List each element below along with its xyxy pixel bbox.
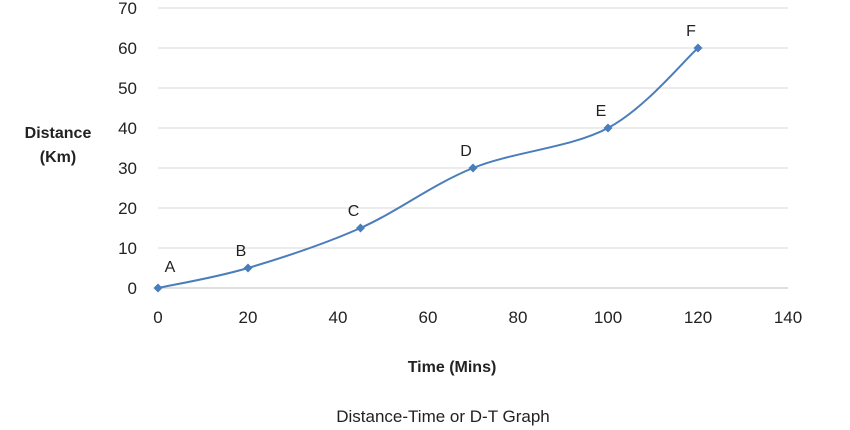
- x-tick-label: 20: [239, 308, 258, 327]
- point-label: D: [460, 143, 472, 160]
- x-tick-label: 80: [509, 308, 528, 327]
- y-tick-labels: 0 10 20 30 40 50 60 70: [118, 0, 137, 298]
- y-tick-label: 60: [118, 39, 137, 58]
- x-tick-label: 0: [153, 308, 162, 327]
- data-point-marker: [356, 223, 365, 233]
- x-tick-label: 120: [684, 308, 712, 327]
- data-point-marker: [603, 123, 613, 133]
- data-point-marker: [243, 263, 253, 273]
- x-tick-label: 100: [594, 308, 622, 327]
- x-tick-label: 140: [774, 308, 802, 327]
- series-line: [153, 43, 703, 293]
- point-label: C: [348, 203, 360, 220]
- y-tick-label: 30: [118, 159, 137, 178]
- point-label: B: [236, 243, 247, 260]
- y-tick-label: 20: [118, 199, 137, 218]
- y-axis-title-line-2: (Km): [40, 149, 76, 166]
- x-axis-title: Time (Mins): [408, 359, 497, 376]
- y-axis-title-line-1: Distance: [25, 125, 92, 142]
- point-label: A: [165, 259, 176, 276]
- data-point-marker: [153, 283, 163, 293]
- y-tick-label: 10: [118, 239, 137, 258]
- y-tick-label: 50: [118, 79, 137, 98]
- chart-caption: Distance-Time or D-T Graph: [336, 407, 550, 426]
- y-tick-label: 40: [118, 119, 137, 138]
- y-tick-label: 70: [118, 0, 137, 18]
- data-point-marker: [468, 163, 478, 173]
- data-point-marker: [693, 43, 703, 53]
- point-label: F: [686, 23, 696, 40]
- gridlines: [158, 7, 788, 249]
- x-tick-label: 60: [419, 308, 438, 327]
- y-tick-label: 0: [128, 279, 137, 298]
- x-tick-labels: 0 20 40 60 80 100 120 140: [153, 308, 802, 327]
- point-labels: A B C D E F: [165, 23, 696, 276]
- x-tick-label: 40: [329, 308, 348, 327]
- point-label: E: [596, 103, 607, 120]
